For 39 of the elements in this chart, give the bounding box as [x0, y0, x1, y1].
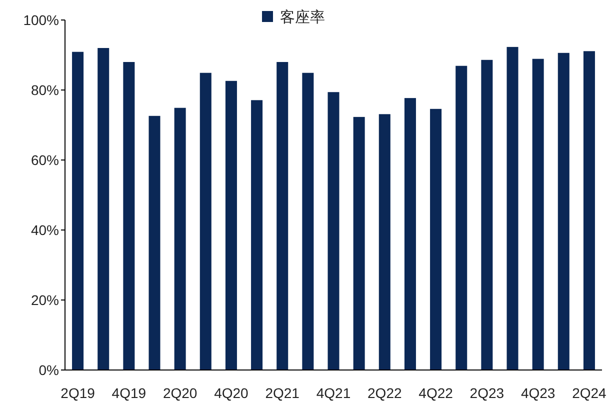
bar	[328, 92, 340, 370]
x-tick-label: 4Q21	[316, 385, 351, 401]
bar	[353, 116, 365, 370]
x-tick-label: 4Q22	[418, 385, 454, 401]
bar	[481, 60, 493, 370]
bar	[558, 52, 570, 370]
bar	[430, 108, 442, 370]
bar	[200, 72, 212, 370]
bar	[148, 116, 160, 370]
bar	[251, 100, 263, 370]
y-tick-label: 60%	[30, 152, 59, 168]
y-tick-label: 40%	[30, 222, 59, 238]
x-tick-label: 2Q24	[572, 385, 607, 401]
bar	[72, 52, 84, 370]
y-tick-label: 20%	[30, 292, 59, 308]
x-tick-label: 4Q20	[214, 385, 249, 401]
x-tick-label: 2Q20	[162, 385, 198, 401]
legend-label: 客座率	[280, 9, 325, 26]
bar	[404, 98, 416, 370]
x-tick-label: 2Q21	[265, 385, 300, 401]
y-tick-label: 80%	[30, 82, 59, 98]
bar	[378, 114, 390, 370]
bar	[225, 80, 237, 370]
bar	[276, 62, 288, 370]
bar	[302, 72, 314, 370]
bar	[98, 48, 110, 370]
x-tick-label: 4Q23	[520, 385, 556, 401]
bar	[532, 58, 544, 370]
bar	[456, 66, 468, 370]
bar	[583, 51, 595, 370]
bar	[123, 62, 135, 370]
x-tick-label: 2Q22	[368, 385, 402, 401]
y-tick-label: 0%	[38, 362, 59, 378]
y-tick-label: 100%	[23, 12, 59, 28]
x-tick-label: 2Q23	[470, 385, 504, 401]
x-tick-label: 2Q19	[60, 385, 96, 401]
bar	[506, 46, 518, 370]
bar	[174, 108, 186, 370]
x-tick-label: 4Q19	[112, 385, 146, 401]
